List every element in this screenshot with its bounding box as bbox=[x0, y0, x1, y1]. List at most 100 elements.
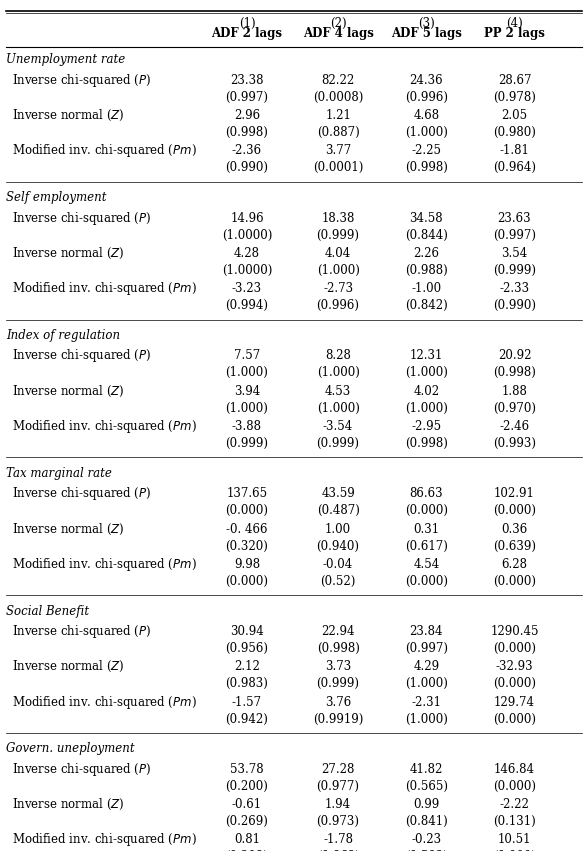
Text: Inverse chi-squared ($P$): Inverse chi-squared ($P$) bbox=[12, 761, 151, 778]
Text: (1.000): (1.000) bbox=[405, 712, 447, 726]
Text: Inverse chi-squared ($P$): Inverse chi-squared ($P$) bbox=[12, 347, 151, 364]
Text: -2.33: -2.33 bbox=[499, 283, 530, 295]
Text: (0.269): (0.269) bbox=[226, 815, 268, 828]
Text: (0.9919): (0.9919) bbox=[313, 712, 363, 726]
Text: (0.841): (0.841) bbox=[405, 815, 447, 828]
Text: -3.88: -3.88 bbox=[232, 420, 262, 433]
Text: -3.54: -3.54 bbox=[323, 420, 353, 433]
Text: -0. 466: -0. 466 bbox=[226, 523, 268, 535]
Text: -3.23: -3.23 bbox=[232, 283, 262, 295]
Text: -1.00: -1.00 bbox=[411, 283, 442, 295]
Text: Inverse chi-squared ($P$): Inverse chi-squared ($P$) bbox=[12, 71, 151, 89]
Text: (0.0008): (0.0008) bbox=[313, 91, 363, 104]
Text: (0.942): (0.942) bbox=[226, 712, 268, 726]
Text: (0.565): (0.565) bbox=[405, 780, 448, 793]
Text: (0.998): (0.998) bbox=[405, 162, 447, 174]
Text: 86.63: 86.63 bbox=[409, 488, 443, 500]
Text: (0.970): (0.970) bbox=[493, 402, 536, 414]
Text: -0.23: -0.23 bbox=[411, 833, 442, 847]
Text: Inverse normal ($Z$): Inverse normal ($Z$) bbox=[12, 660, 124, 674]
Text: (0.997): (0.997) bbox=[405, 642, 448, 655]
Text: (0.887): (0.887) bbox=[317, 126, 359, 139]
Text: Modified inv. chi-squared ($Pm$): Modified inv. chi-squared ($Pm$) bbox=[12, 280, 196, 297]
Text: -1.57: -1.57 bbox=[232, 695, 262, 709]
Text: (0.998): (0.998) bbox=[226, 126, 268, 139]
Text: (1.000): (1.000) bbox=[317, 367, 359, 380]
Text: (0.0001): (0.0001) bbox=[313, 162, 363, 174]
Text: (0.956): (0.956) bbox=[225, 642, 269, 655]
Text: (0.999): (0.999) bbox=[316, 437, 360, 450]
Text: (0.964): (0.964) bbox=[493, 162, 536, 174]
Text: (1.000): (1.000) bbox=[405, 126, 447, 139]
Text: 146.84: 146.84 bbox=[494, 763, 535, 776]
Text: (1.000): (1.000) bbox=[317, 264, 359, 277]
Text: 1290.45: 1290.45 bbox=[490, 625, 539, 638]
Text: Modified inv. chi-squared ($Pm$): Modified inv. chi-squared ($Pm$) bbox=[12, 831, 196, 848]
Text: (0.998): (0.998) bbox=[405, 437, 447, 450]
Text: 6.28: 6.28 bbox=[502, 557, 527, 571]
Text: (0.996): (0.996) bbox=[316, 299, 360, 312]
Text: 4.29: 4.29 bbox=[413, 660, 439, 673]
Text: (3): (3) bbox=[418, 16, 435, 30]
Text: Tax marginal rate: Tax marginal rate bbox=[6, 466, 112, 480]
Text: -2.31: -2.31 bbox=[411, 695, 442, 709]
Text: 2.12: 2.12 bbox=[234, 660, 260, 673]
Text: Inverse normal ($Z$): Inverse normal ($Z$) bbox=[12, 246, 124, 261]
Text: (1.000): (1.000) bbox=[405, 367, 447, 380]
Text: (2): (2) bbox=[330, 16, 346, 30]
Text: 30.94: 30.94 bbox=[230, 625, 264, 638]
Text: 23.38: 23.38 bbox=[230, 74, 263, 87]
Text: (0.993): (0.993) bbox=[493, 437, 536, 450]
Text: (0.52): (0.52) bbox=[320, 574, 356, 588]
Text: 12.31: 12.31 bbox=[410, 350, 443, 363]
Text: (0.998): (0.998) bbox=[493, 367, 536, 380]
Text: -2.36: -2.36 bbox=[232, 145, 262, 157]
Text: (0.487): (0.487) bbox=[317, 505, 359, 517]
Text: ADF 4 lags: ADF 4 lags bbox=[303, 26, 373, 40]
Text: (0.999): (0.999) bbox=[225, 437, 269, 450]
Text: 7.57: 7.57 bbox=[234, 350, 260, 363]
Text: Modified inv. chi-squared ($Pm$): Modified inv. chi-squared ($Pm$) bbox=[12, 694, 196, 711]
Text: 1.21: 1.21 bbox=[325, 109, 351, 122]
Text: Inverse normal ($Z$): Inverse normal ($Z$) bbox=[12, 522, 124, 537]
Text: 0.99: 0.99 bbox=[413, 798, 439, 811]
Text: 2.05: 2.05 bbox=[502, 109, 527, 122]
Text: 3.76: 3.76 bbox=[325, 695, 351, 709]
Text: 23.84: 23.84 bbox=[410, 625, 443, 638]
Text: (0.990): (0.990) bbox=[225, 162, 269, 174]
Text: 22.94: 22.94 bbox=[322, 625, 355, 638]
Text: ADF 5 lags: ADF 5 lags bbox=[391, 26, 462, 40]
Text: (0.000): (0.000) bbox=[405, 505, 448, 517]
Text: (1.000): (1.000) bbox=[226, 402, 268, 414]
Text: (0.617): (0.617) bbox=[405, 540, 447, 552]
Text: (0.998): (0.998) bbox=[317, 642, 359, 655]
Text: -1.78: -1.78 bbox=[323, 833, 353, 847]
Text: -2.22: -2.22 bbox=[500, 798, 529, 811]
Text: 1.00: 1.00 bbox=[325, 523, 351, 535]
Text: 4.54: 4.54 bbox=[413, 557, 439, 571]
Text: (0.940): (0.940) bbox=[316, 540, 360, 552]
Text: (0.997): (0.997) bbox=[493, 229, 536, 242]
Text: -1.81: -1.81 bbox=[500, 145, 529, 157]
Text: (0.999): (0.999) bbox=[316, 229, 360, 242]
Text: 0.81: 0.81 bbox=[234, 833, 260, 847]
Text: (0.320): (0.320) bbox=[226, 540, 268, 552]
Text: -2.73: -2.73 bbox=[323, 283, 353, 295]
Text: (0.973): (0.973) bbox=[316, 815, 360, 828]
Text: (0.999): (0.999) bbox=[493, 264, 536, 277]
Text: 8.28: 8.28 bbox=[325, 350, 351, 363]
Text: (0.200): (0.200) bbox=[226, 780, 268, 793]
Text: PP 2 lags: PP 2 lags bbox=[484, 26, 545, 40]
Text: Inverse chi-squared ($P$): Inverse chi-squared ($P$) bbox=[12, 209, 151, 226]
Text: 82.22: 82.22 bbox=[322, 74, 355, 87]
Text: (0.000): (0.000) bbox=[493, 642, 536, 655]
Text: Inverse normal ($Z$): Inverse normal ($Z$) bbox=[12, 384, 124, 399]
Text: 3.77: 3.77 bbox=[325, 145, 351, 157]
Text: (0.000): (0.000) bbox=[493, 574, 536, 588]
Text: 129.74: 129.74 bbox=[494, 695, 535, 709]
Text: -2.46: -2.46 bbox=[499, 420, 530, 433]
Text: 10.51: 10.51 bbox=[498, 833, 531, 847]
Text: 3.54: 3.54 bbox=[502, 247, 527, 260]
Text: 4.04: 4.04 bbox=[325, 247, 351, 260]
Text: (0.997): (0.997) bbox=[225, 91, 269, 104]
